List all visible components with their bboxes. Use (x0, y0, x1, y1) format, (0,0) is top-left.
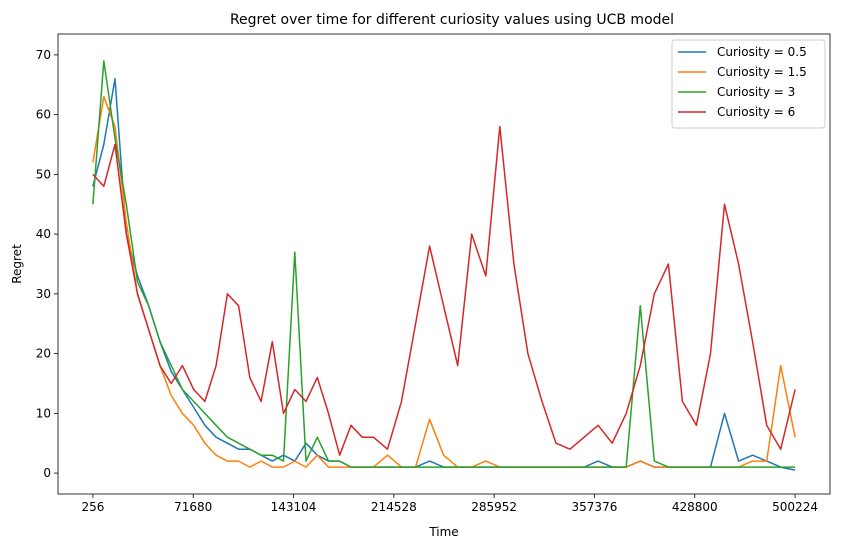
plot-frame (57, 33, 831, 495)
legend[interactable]: Curiosity = 0.5 Curiosity = 1.5 Curiosity … (671, 39, 826, 129)
y-tick-label: 70 (36, 48, 51, 62)
x-tick-label: 214528 (371, 500, 417, 514)
plot-series (92, 60, 796, 471)
chart-title: Regret over time for different curiosity… (230, 12, 674, 28)
x-tick-label: 357376 (572, 500, 618, 514)
series-line-2 (92, 95, 796, 468)
legend-label-4: Curiosity = 6 (717, 105, 795, 119)
x-tick-label: 71680 (174, 500, 212, 514)
y-axis: 0 10 20 30 40 50 60 70 (36, 48, 58, 480)
series-line-4 (92, 125, 796, 456)
legend-label-1: Curiosity = 0.5 (717, 45, 807, 59)
legend-label-2: Curiosity = 1.5 (717, 65, 807, 79)
y-tick-label: 30 (36, 287, 51, 301)
y-axis-label: Regret (10, 244, 24, 284)
x-tick-label: 500224 (772, 500, 818, 514)
x-axis: 256 71680 143104 214528 285952 357376 428800 50… (81, 494, 818, 514)
y-tick-label: 0 (43, 466, 51, 480)
x-tick-label: 143104 (271, 500, 317, 514)
y-tick-label: 50 (36, 167, 51, 181)
y-tick-label: 60 (36, 108, 51, 122)
legend-label-3: Curiosity = 3 (717, 85, 795, 99)
x-tick-label: 256 (81, 500, 104, 514)
series-line-3 (92, 60, 796, 468)
y-tick-label: 20 (36, 347, 51, 361)
legend-box (671, 39, 826, 129)
x-axis-label: Time (428, 525, 458, 539)
y-tick-label: 10 (36, 406, 51, 420)
x-tick-label: 428800 (672, 500, 718, 514)
series-line-1 (92, 78, 796, 471)
y-tick-label: 40 (36, 227, 51, 241)
x-tick-label: 285952 (471, 500, 517, 514)
